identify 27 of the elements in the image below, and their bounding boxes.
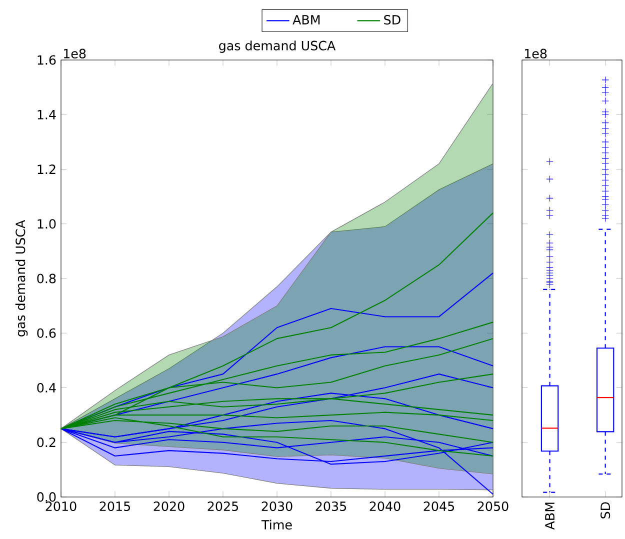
text: 1e8 (525, 48, 547, 58)
y-tick-label: 1.6 (38, 55, 56, 65)
legend-label: SD (384, 15, 400, 25)
x-tick-label: 2030 (262, 501, 292, 512)
legend-label: ABM (292, 15, 320, 24)
x-tick-label: 2020 (154, 501, 184, 512)
x-axis-title: Time (261, 520, 292, 530)
x-tick-label: SD (600, 502, 610, 518)
x-tick-label: 2050 (478, 501, 508, 512)
y-tick-label: 1.4 (38, 110, 56, 120)
x-tick-label: 2015 (100, 501, 130, 512)
y-tick-label: 0.2 (37, 438, 56, 448)
y-tick-label: 0.4 (37, 382, 56, 393)
x-tick-label: 2040 (370, 501, 400, 512)
x-tick-label: 2045 (424, 501, 454, 512)
x-tick-label: ABM (545, 502, 554, 530)
x-tick-label: 2035 (316, 501, 346, 512)
chart-title: gas demand USCA (219, 40, 336, 53)
y-axis-title: gas demand USCA (15, 220, 28, 336)
y-tick-label: 1.2 (38, 164, 56, 174)
y-tick-label: 0.0 (37, 492, 56, 502)
y-tick-label: 0.6 (37, 328, 56, 338)
text: 1e8 (64, 48, 86, 58)
x-tick-label: 2010 (46, 501, 76, 512)
y-tick-label: 1.0 (38, 219, 56, 229)
x-tick-label: 2025 (208, 501, 238, 512)
y-tick-label: 0.8 (37, 274, 56, 284)
